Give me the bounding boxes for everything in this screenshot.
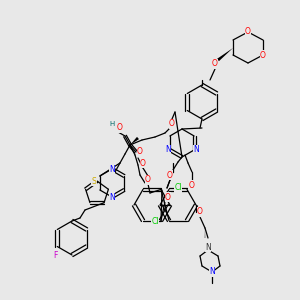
Text: O: O <box>117 124 123 133</box>
Text: Cl: Cl <box>174 184 182 193</box>
Text: N: N <box>165 146 171 154</box>
Text: O: O <box>260 50 266 59</box>
Text: Cl: Cl <box>151 218 159 226</box>
Text: F: F <box>53 251 57 260</box>
Text: O: O <box>212 59 218 68</box>
Text: N: N <box>109 193 115 202</box>
Text: O: O <box>189 181 195 190</box>
Text: O: O <box>140 158 146 167</box>
Text: O: O <box>137 148 143 157</box>
Text: O: O <box>167 170 173 179</box>
Text: O: O <box>197 208 203 217</box>
Text: N: N <box>109 166 115 175</box>
Text: N: N <box>205 242 211 251</box>
Polygon shape <box>217 48 233 61</box>
Text: N: N <box>209 268 215 277</box>
Text: O: O <box>245 28 251 37</box>
Text: O: O <box>169 119 175 128</box>
Text: S: S <box>92 176 96 185</box>
Text: O: O <box>165 193 171 202</box>
Text: N: N <box>193 146 199 154</box>
Text: O: O <box>145 176 151 184</box>
Polygon shape <box>130 137 139 145</box>
Text: H: H <box>110 121 115 127</box>
